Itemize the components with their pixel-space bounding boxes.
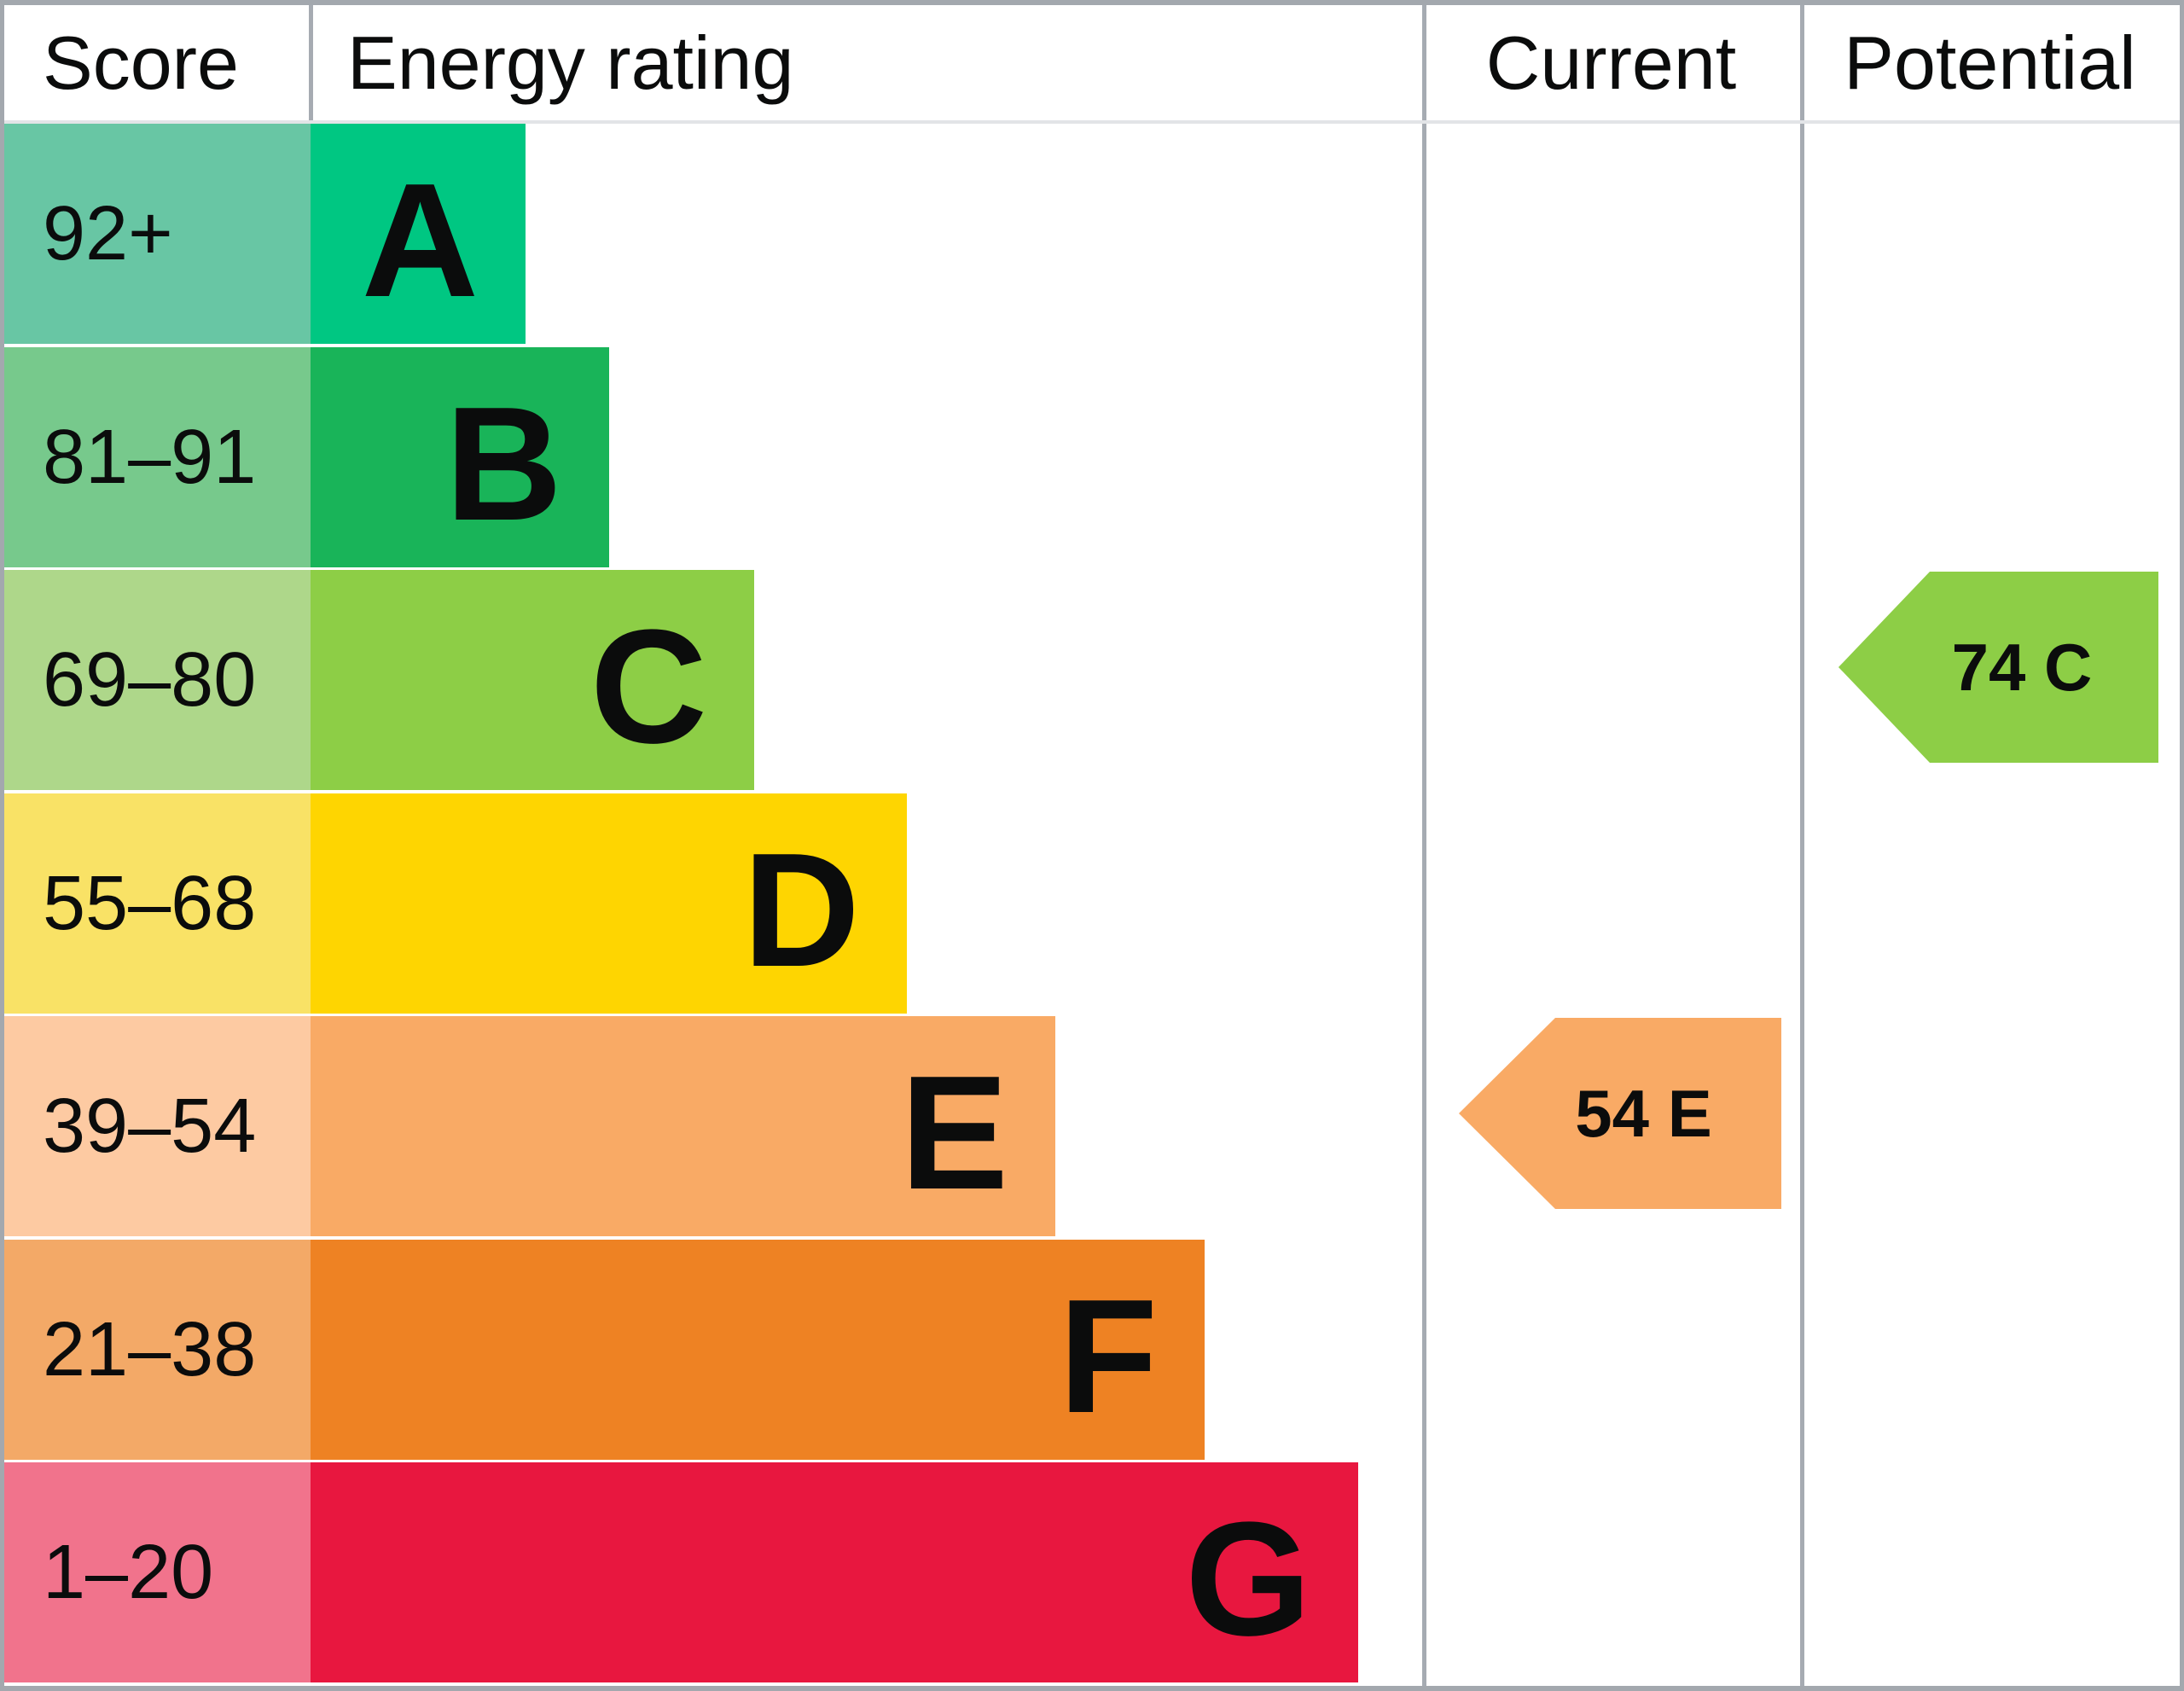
band-row-a: 92+ A <box>4 124 526 344</box>
band-row-f: 21–38 F <box>4 1240 1205 1460</box>
score-column-divider <box>309 5 313 124</box>
potential-rating-label: 74 C <box>1951 629 2093 705</box>
band-row-b: 81–91 B <box>4 347 609 567</box>
band-bar: B <box>311 347 609 567</box>
band-row-c: 69–80 C <box>4 570 754 790</box>
score-range-label: 92+ <box>43 191 173 276</box>
current-rating-label: 54 E <box>1575 1075 1712 1151</box>
header-row: Score Energy rating Current Potential <box>4 5 2180 120</box>
chart-border-top <box>0 0 2184 5</box>
header-current: Current <box>1485 20 1737 105</box>
score-range-label: 39–54 <box>43 1084 257 1169</box>
score-range-label: 69–80 <box>43 637 257 723</box>
score-cell: 1–20 <box>4 1462 311 1682</box>
header-energy-rating: Energy rating <box>347 20 794 105</box>
current-column-divider <box>1422 5 1426 1686</box>
score-cell: 81–91 <box>4 347 311 567</box>
header-potential: Potential <box>1844 20 2136 105</box>
band-bar: E <box>311 1016 1055 1236</box>
score-range-label: 21–38 <box>43 1307 257 1392</box>
band-letter: B <box>444 374 562 555</box>
score-range-label: 55–68 <box>43 861 257 946</box>
score-range-label: 81–91 <box>43 415 257 500</box>
score-cell: 69–80 <box>4 570 311 790</box>
score-cell: 21–38 <box>4 1240 311 1460</box>
band-bar: G <box>311 1462 1358 1682</box>
band-letter: D <box>742 820 860 1001</box>
band-row-e: 39–54 E <box>4 1016 1055 1236</box>
header-underline <box>4 120 2180 124</box>
chart-border-left <box>0 0 4 1691</box>
band-letter: E <box>900 1043 1008 1223</box>
header-score: Score <box>43 20 239 105</box>
current-rating-arrow: 54 E <box>1459 1018 1781 1209</box>
score-cell: 92+ <box>4 124 311 344</box>
band-letter: F <box>1058 1266 1158 1447</box>
score-cell: 39–54 <box>4 1016 311 1236</box>
band-bar: F <box>311 1240 1205 1460</box>
potential-rating-arrow: 74 C <box>1838 572 2158 763</box>
band-bar: A <box>311 124 526 344</box>
score-range-label: 1–20 <box>43 1530 214 1615</box>
band-letter: G <box>1185 1489 1311 1670</box>
chart-border-bottom <box>0 1686 2184 1691</box>
potential-column-divider <box>1800 5 1804 1686</box>
band-row-g: 1–20 G <box>4 1462 1358 1682</box>
band-letter: C <box>590 596 707 777</box>
band-letter: A <box>361 150 479 331</box>
chart-border-right <box>2180 0 2184 1691</box>
band-row-d: 55–68 D <box>4 793 907 1014</box>
score-cell: 55–68 <box>4 793 311 1014</box>
band-bar: C <box>311 570 754 790</box>
band-bar: D <box>311 793 907 1014</box>
